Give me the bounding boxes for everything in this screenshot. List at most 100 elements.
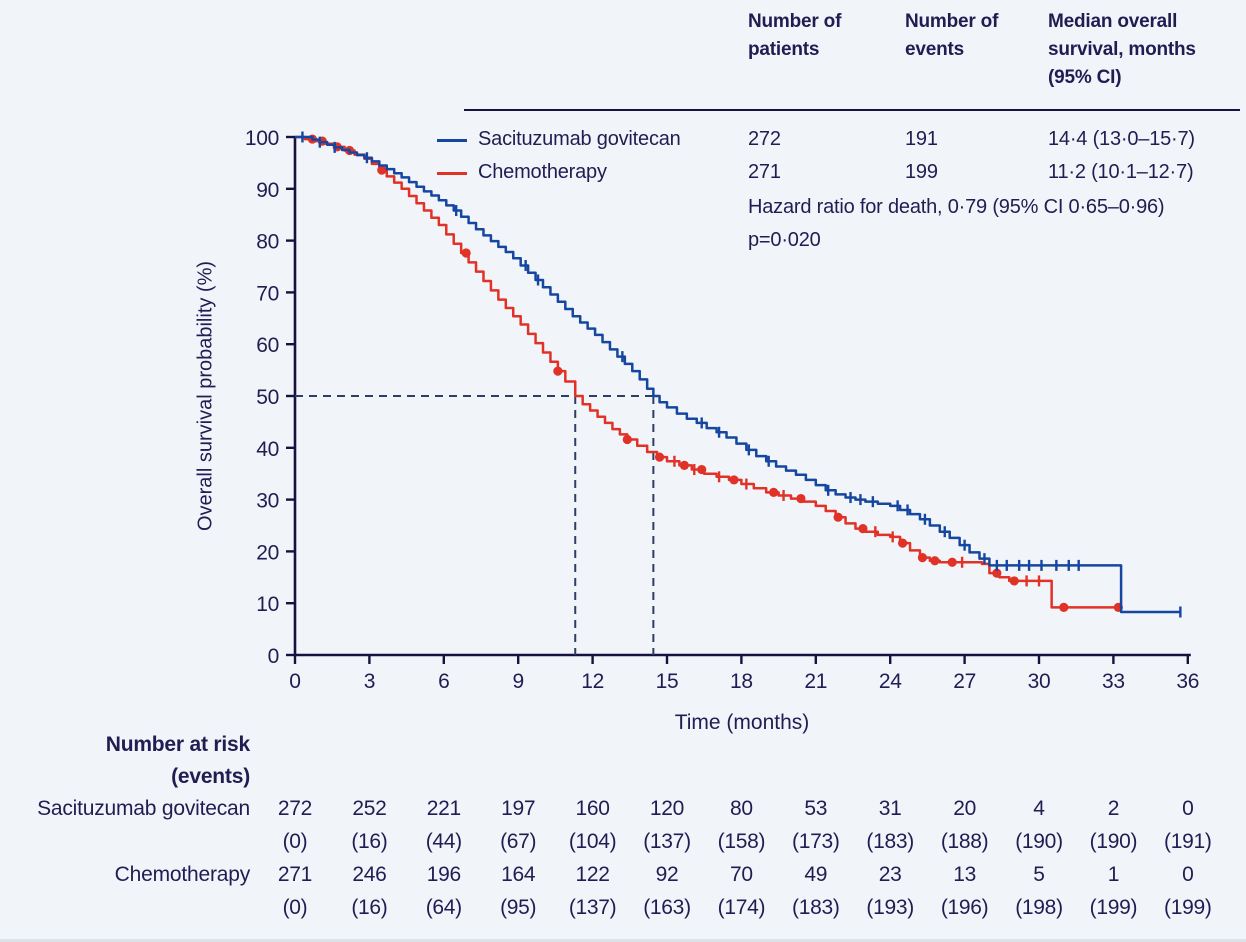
chemotherapy-censor-dot xyxy=(769,487,779,497)
chemotherapy-censor-dot xyxy=(461,248,471,258)
chemotherapy-censor-dot xyxy=(898,538,908,548)
risk-events: (95) xyxy=(500,896,537,919)
risk-events: (44) xyxy=(425,830,462,853)
risk-events: (67) xyxy=(500,830,537,853)
risk-events: (0) xyxy=(282,896,308,919)
risk-count: 197 xyxy=(501,797,536,820)
chemotherapy-censor-dot xyxy=(1059,602,1069,612)
x-tick-label: 33 xyxy=(1102,670,1125,693)
chemotherapy-censor-dot xyxy=(679,460,689,471)
risk-count: 122 xyxy=(575,863,610,886)
risk-count: 271 xyxy=(277,863,313,886)
risk-count: 13 xyxy=(953,863,976,886)
risk-count: 272 xyxy=(277,797,313,820)
x-tick-label: 18 xyxy=(730,670,753,693)
chemotherapy-censor-dot xyxy=(622,434,632,445)
x-tick-label: 3 xyxy=(364,670,375,693)
chemotherapy-censor-dot xyxy=(697,464,707,475)
risk-count: 80 xyxy=(730,797,753,820)
risk-count: 160 xyxy=(575,797,610,820)
chemotherapy-censor-dot xyxy=(992,568,1002,578)
risk-events: (0) xyxy=(282,830,308,853)
y-tick-label: 90 xyxy=(256,179,279,202)
risk-events: (190) xyxy=(1015,830,1063,853)
chemotherapy-censor-dot xyxy=(654,452,665,462)
chemotherapy-events: 199 xyxy=(905,161,938,183)
chemotherapy-censor-dot xyxy=(377,165,387,175)
chemotherapy-censor-dot xyxy=(833,512,843,522)
x-tick-label: 15 xyxy=(656,670,679,693)
chemotherapy-censor-dot xyxy=(917,553,928,563)
y-tick-label: 30 xyxy=(256,490,279,513)
risk-events: (137) xyxy=(643,830,691,853)
legend-label-sacituzumab: Sacituzumab govitecan xyxy=(478,128,681,150)
x-tick-label: 12 xyxy=(581,670,604,693)
risk-count: 1 xyxy=(1107,863,1120,886)
y-tick-label: 20 xyxy=(256,541,279,564)
chemotherapy-censor-dot xyxy=(553,366,563,376)
risk-table-header-events: (events) xyxy=(171,765,250,788)
sacituzumab-govitecan-survival-curve xyxy=(295,135,1181,614)
risk-count: 196 xyxy=(426,863,461,886)
risk-count: 92 xyxy=(655,863,679,886)
risk-events: (198) xyxy=(1015,896,1063,919)
table-rule xyxy=(464,109,1240,112)
risk-events: (104) xyxy=(568,830,617,853)
y-tick-label: 10 xyxy=(256,593,279,616)
risk-events: (16) xyxy=(351,830,388,853)
bottom-edge xyxy=(0,939,1246,942)
risk-events: (137) xyxy=(568,896,617,919)
risk-events: (196) xyxy=(940,896,989,919)
x-tick-label: 24 xyxy=(879,670,902,693)
x-tick-label: 9 xyxy=(513,670,524,693)
x-tick-label: 36 xyxy=(1176,670,1199,693)
chemotherapy-censor-dot xyxy=(1009,576,1019,586)
y-tick-label: 0 xyxy=(268,645,279,668)
chemotherapy-censor-dot xyxy=(729,475,739,485)
chemotherapy-survival-curve xyxy=(295,135,1121,609)
risk-events: (199) xyxy=(1164,896,1212,919)
risk-events: (174) xyxy=(717,896,766,919)
sacituzumab-legend-line xyxy=(437,139,467,142)
risk-events: (183) xyxy=(792,896,840,919)
risk-events: (183) xyxy=(866,830,914,853)
y-tick-label: 60 xyxy=(256,334,279,357)
risk-count: 4 xyxy=(1033,797,1045,820)
risk-count: 53 xyxy=(804,797,828,820)
y-tick-label: 100 xyxy=(245,127,279,150)
risk-count: 31 xyxy=(878,797,902,820)
risk-table-header: Number at risk xyxy=(105,733,250,756)
risk-events: (163) xyxy=(643,896,691,919)
sacituzumab-events: 191 xyxy=(905,128,938,150)
risk-events: (199) xyxy=(1089,896,1138,919)
y-tick-label: 70 xyxy=(256,282,279,305)
risk-count: 246 xyxy=(352,863,387,886)
hazard-ratio-text: Hazard ratio for death, 0·79 (95% CI 0·6… xyxy=(748,196,1165,218)
risk-events: (190) xyxy=(1089,830,1138,853)
x-tick-label: 0 xyxy=(289,670,300,693)
sacituzumab-patients: 272 xyxy=(748,128,781,150)
risk-count: 2 xyxy=(1107,797,1120,820)
risk-events: (191) xyxy=(1164,830,1212,853)
x-tick-label: 27 xyxy=(953,670,976,693)
risk-events: (158) xyxy=(717,830,766,853)
risk-count: 23 xyxy=(878,863,902,886)
x-tick-label: 21 xyxy=(804,670,827,693)
sacituzumab-median-os: 14·4 (13·0–15·7) xyxy=(1048,128,1195,150)
x-tick-label: 30 xyxy=(1028,670,1051,693)
chemotherapy-legend-line xyxy=(437,172,467,175)
p-value-text: p=0·020 xyxy=(748,229,821,251)
risk-count: 70 xyxy=(730,863,753,886)
risk-row-label-chemotherapy: Chemotherapy xyxy=(114,863,251,886)
risk-count: 5 xyxy=(1033,863,1045,886)
risk-events: (16) xyxy=(351,896,388,919)
risk-count: 0 xyxy=(1182,797,1194,820)
risk-count: 0 xyxy=(1182,863,1194,886)
legend-label-chemotherapy: Chemotherapy xyxy=(478,161,607,183)
chemotherapy-censor-dot xyxy=(796,493,806,504)
x-tick-label: 6 xyxy=(438,670,449,693)
col-header-median-os: Median overall survival, months (95% CI) xyxy=(1048,11,1196,88)
risk-events: (188) xyxy=(940,830,989,853)
